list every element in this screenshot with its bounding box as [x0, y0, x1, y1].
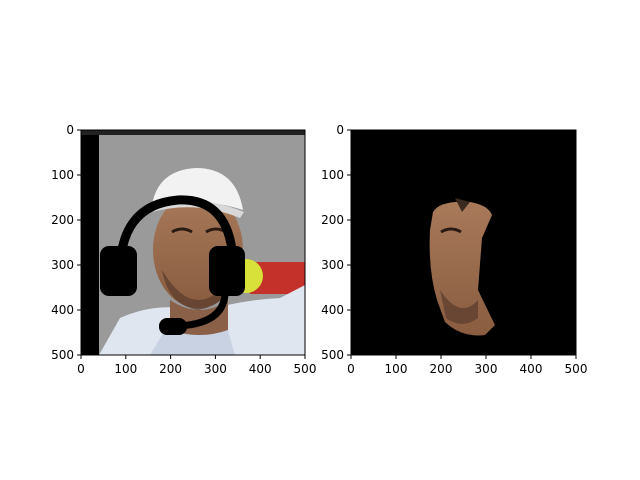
x-tick-label: 500: [565, 362, 588, 376]
x-tick-label: 500: [294, 362, 317, 376]
y-tick-label: 400: [321, 303, 344, 317]
right-image-panel: [351, 130, 576, 355]
y-tick-label: 500: [321, 348, 344, 362]
y-tick-label: 200: [51, 213, 74, 227]
y-tick-label: 500: [51, 348, 74, 362]
y-tick-label: 0: [336, 123, 344, 137]
y-tick-label: 100: [321, 168, 344, 182]
x-tick-label: 300: [475, 362, 498, 376]
y-tick-label: 200: [321, 213, 344, 227]
x-tick-label: 0: [77, 362, 85, 376]
y-tick-label: 300: [321, 258, 344, 272]
x-tick-label: 0: [347, 362, 355, 376]
x-tick-label: 100: [114, 362, 137, 376]
y-tick-label: 300: [51, 258, 74, 272]
photo-image: [81, 130, 305, 355]
x-tick-label: 200: [430, 362, 453, 376]
left-image-panel: [81, 130, 305, 355]
x-tick-label: 300: [204, 362, 227, 376]
mask-image: [351, 130, 576, 355]
x-tick-label: 400: [249, 362, 272, 376]
y-tick-label: 100: [51, 168, 74, 182]
y-tick-label: 0: [66, 123, 74, 137]
x-tick-label: 200: [159, 362, 182, 376]
x-tick-label: 400: [520, 362, 543, 376]
x-tick-label: 100: [385, 362, 408, 376]
y-tick-label: 400: [51, 303, 74, 317]
